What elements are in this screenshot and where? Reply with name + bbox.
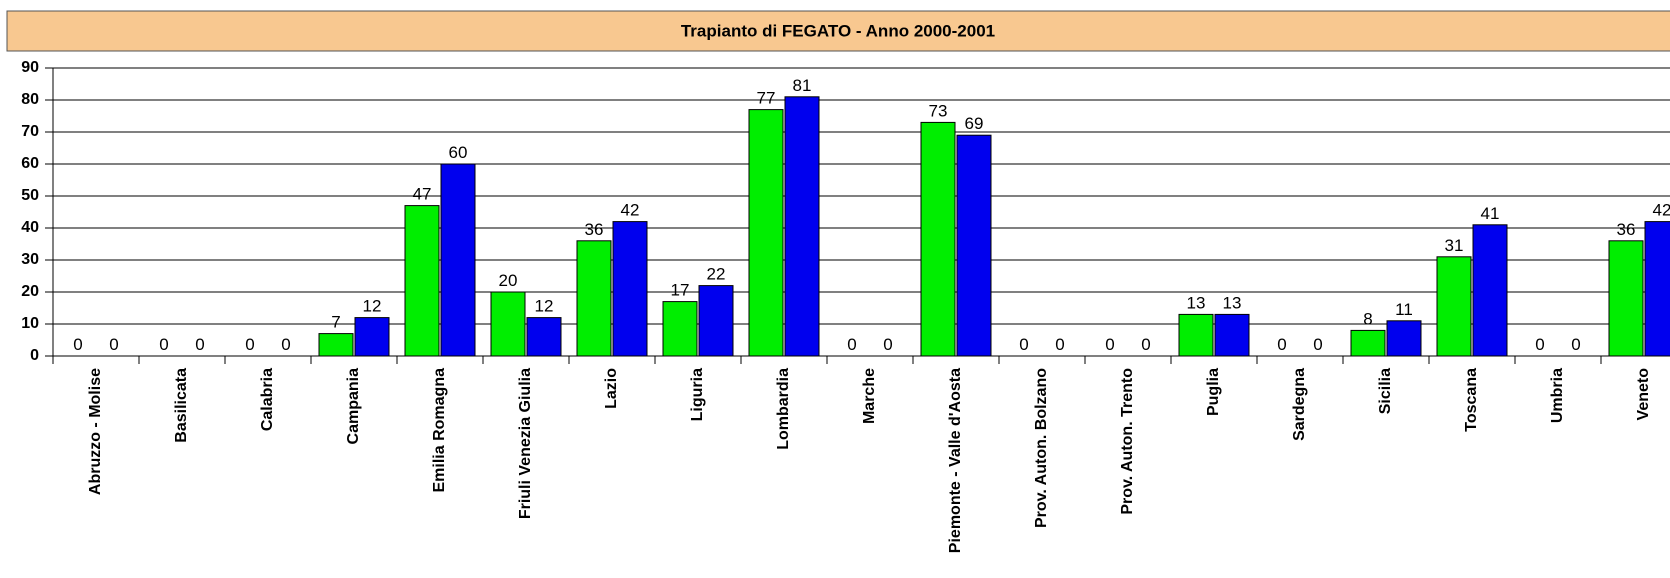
bar	[318, 333, 354, 357]
chart-title: Trapianto di FEGATO - Anno 2000-2001	[681, 21, 995, 40]
value-label: 0	[73, 335, 82, 354]
bar	[404, 205, 440, 357]
value-label: 73	[929, 101, 948, 120]
bar	[354, 317, 390, 357]
x-tick-label: Liguria	[689, 368, 706, 421]
value-label: 8	[1363, 309, 1372, 328]
bar	[662, 301, 698, 357]
title-bar	[6, 10, 1670, 52]
x-tick-label: Abruzzo - Molise	[87, 368, 104, 495]
x-tick-label: Basilicata	[173, 368, 190, 443]
value-label: 0	[159, 335, 168, 354]
bar	[920, 121, 956, 357]
value-label: 12	[363, 297, 382, 316]
y-tick-label: 40	[21, 219, 39, 236]
x-tick-label: Sicilia	[1377, 368, 1394, 414]
bar	[698, 285, 734, 357]
bar	[1472, 224, 1508, 357]
bar	[440, 163, 476, 357]
y-tick-label: 60	[21, 155, 39, 172]
x-tick-label: Piemonte - Valle d'Aosta	[947, 368, 964, 553]
bar	[1386, 320, 1422, 357]
value-label: 22	[707, 265, 726, 284]
bar	[748, 109, 784, 357]
bar	[1436, 256, 1472, 357]
x-tick-label: Emilia Romagna	[431, 368, 448, 493]
x-tick-label: Marche	[861, 368, 878, 424]
value-label: 13	[1223, 293, 1242, 312]
value-label: 36	[585, 220, 604, 239]
value-label: 0	[1105, 335, 1114, 354]
bar	[1178, 313, 1214, 357]
x-tick-label: Toscana	[1463, 368, 1480, 432]
value-label: 42	[1653, 201, 1670, 220]
x-tick-label: Lombardia	[775, 368, 792, 450]
value-label: 7	[331, 313, 340, 332]
value-label: 41	[1481, 204, 1500, 223]
y-tick-label: 90	[21, 59, 39, 76]
x-tick-label: Lazio	[603, 368, 620, 409]
x-tick-label: Veneto	[1635, 368, 1652, 421]
value-label: 42	[621, 201, 640, 220]
y-tick-label: 10	[21, 315, 39, 332]
x-tick-label: Puglia	[1205, 368, 1222, 416]
y-tick-label: 20	[21, 283, 39, 300]
value-label: 60	[449, 143, 468, 162]
value-label: 69	[965, 114, 984, 133]
value-label: 20	[499, 271, 518, 290]
value-label: 0	[1141, 335, 1150, 354]
bar	[576, 240, 612, 357]
value-label: 0	[245, 335, 254, 354]
y-tick-label: 30	[21, 251, 39, 268]
x-tick-label: Umbria	[1549, 368, 1566, 423]
value-label: 0	[1277, 335, 1286, 354]
bar	[490, 291, 526, 357]
value-label: 36	[1617, 220, 1636, 239]
value-label: 12	[535, 297, 554, 316]
y-tick-label: 0	[30, 347, 39, 364]
bar	[784, 96, 820, 357]
value-label: 0	[1571, 335, 1580, 354]
bar	[1644, 221, 1670, 357]
bar	[1350, 329, 1386, 357]
value-label: 0	[1019, 335, 1028, 354]
x-tick-label: Sardegna	[1291, 368, 1308, 441]
bar	[526, 317, 562, 357]
value-label: 0	[1313, 335, 1322, 354]
value-label: 77	[757, 89, 776, 108]
value-label: 0	[1535, 335, 1544, 354]
value-label: 47	[413, 185, 432, 204]
value-label: 0	[1055, 335, 1064, 354]
x-tick-label: Campania	[345, 368, 362, 445]
value-label: 13	[1187, 293, 1206, 312]
y-tick-label: 80	[21, 91, 39, 108]
value-label: 0	[281, 335, 290, 354]
value-label: 0	[883, 335, 892, 354]
value-label: 31	[1445, 236, 1464, 255]
bar	[1214, 313, 1250, 357]
y-tick-label: 50	[21, 187, 39, 204]
value-label: 81	[793, 76, 812, 95]
x-tick-label: Prov. Auton. Bolzano	[1033, 368, 1050, 528]
bar	[956, 134, 992, 357]
x-tick-label: Friuli Venezia Giulia	[517, 368, 534, 519]
x-tick-label: Prov. Auton. Trento	[1119, 368, 1136, 515]
value-label: 0	[847, 335, 856, 354]
value-label: 17	[671, 281, 690, 300]
y-tick-label: 70	[21, 123, 39, 140]
bar	[612, 221, 648, 357]
value-label: 0	[109, 335, 118, 354]
value-label: 11	[1395, 300, 1413, 319]
value-label: 0	[195, 335, 204, 354]
bar	[1608, 240, 1644, 357]
x-tick-label: Calabria	[259, 368, 276, 431]
